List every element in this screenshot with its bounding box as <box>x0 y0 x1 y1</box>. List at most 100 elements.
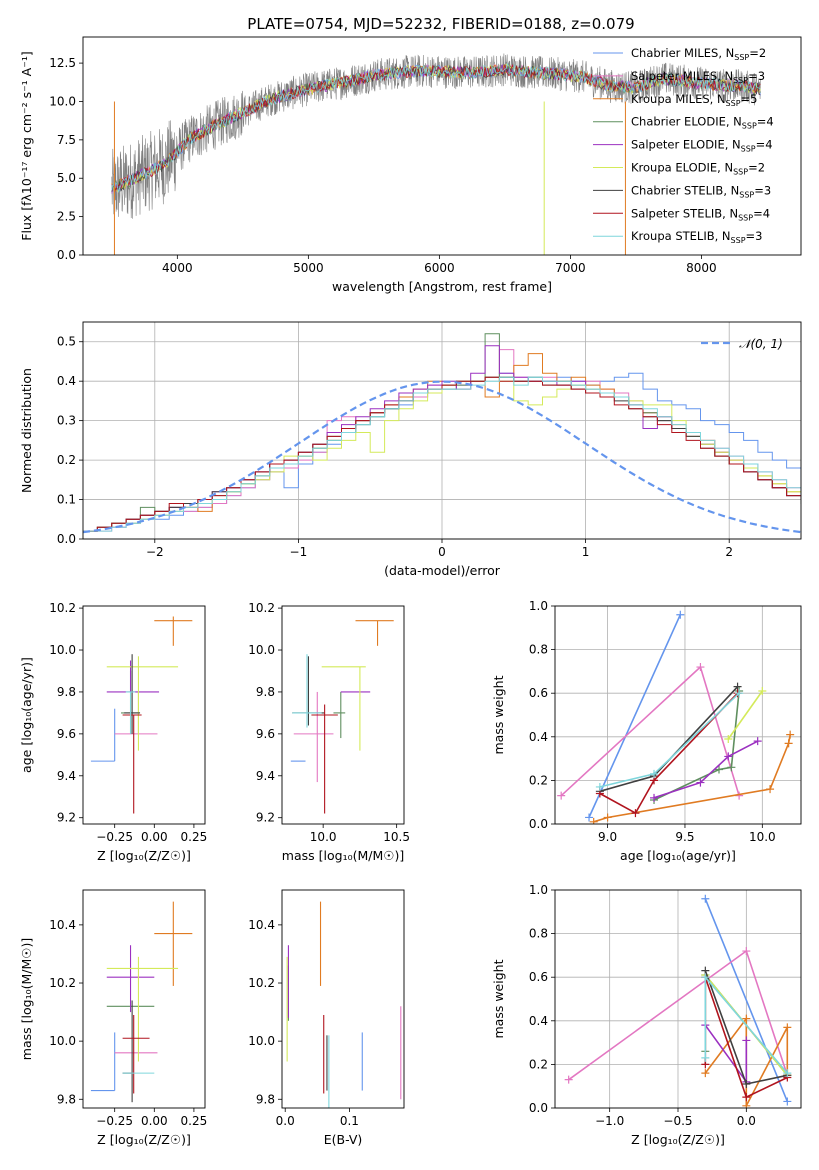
weight-marker <box>701 1069 710 1078</box>
x-axis-label: Z [log₁₀(Z/Z☉)] <box>97 1132 191 1147</box>
weight-marker <box>724 734 733 743</box>
x-axis-label: wavelength [Angstrom, rest frame] <box>332 279 552 294</box>
x-tick-label: 1 <box>582 545 590 559</box>
age-vs-metallicity-panel: −0.25 0.00 0.25 9.2 9.4 9.6 9.8 10.0 10.2 Z [log₁… <box>19 601 207 863</box>
age-vs-mass-panel: 10.0 10.5 9.2 9.4 9.6 9.8 10.0 10.2 mass [log₁₀(… <box>248 601 410 863</box>
x-tick-label: 0.1 <box>340 1114 359 1128</box>
y-tick-label: 10.0 <box>49 1034 76 1048</box>
legend-label: Kroupa MILES, NSSP=5 <box>631 92 757 108</box>
legend-label: Salpeter ELODIE, NSSP=4 <box>631 138 773 154</box>
weight-marker <box>715 765 723 774</box>
weight-marker <box>585 813 594 822</box>
y-axis-label: Normed distribution <box>19 368 34 493</box>
x-tick-label: −0.5 <box>663 1114 692 1128</box>
axes-frame <box>82 36 802 256</box>
y-tick-label: 0.8 <box>529 927 548 941</box>
x-axis-label: mass [log₁₀(M/M☉)] <box>282 848 404 863</box>
y-axis-label: mass weight <box>491 675 506 754</box>
weight-marker <box>631 809 640 818</box>
x-tick-label: 0 <box>438 545 446 559</box>
plot-area <box>557 610 795 824</box>
x-tick-label: 4000 <box>162 261 193 275</box>
weight-line <box>704 898 789 1102</box>
y-axis-label: mass weight <box>491 959 506 1038</box>
weight-marker <box>742 1014 751 1023</box>
y-tick-label: 10.2 <box>49 976 76 990</box>
x-tick-label: 0.00 <box>141 830 168 844</box>
plot-area <box>111 53 761 255</box>
weight-marker <box>701 894 710 903</box>
y-tick-label: 0.5 <box>57 335 76 349</box>
weight-marker <box>701 973 710 982</box>
weight-line <box>588 614 682 818</box>
legend-label: Chabrier MILES, NSSP=2 <box>631 46 766 62</box>
y-tick-label: 10.2 <box>248 976 275 990</box>
y-tick-label: 1.0 <box>529 883 548 897</box>
y-tick-label: 10.0 <box>248 643 275 657</box>
y-tick-label: 10.4 <box>248 918 275 932</box>
observed-spectrum-line <box>111 53 761 219</box>
weight-marker <box>696 663 705 672</box>
axes-frame <box>554 605 802 825</box>
y-tick-label: 1.0 <box>529 599 548 613</box>
x-tick-label: 10.0 <box>749 830 776 844</box>
x-tick-label: −2 <box>146 545 164 559</box>
x-tick-label: 0.00 <box>141 1114 168 1128</box>
model-spectrum-line <box>111 62 761 194</box>
axes-frame <box>554 889 802 1109</box>
x-tick-label: 7000 <box>555 261 586 275</box>
weight-marker <box>735 689 744 698</box>
legend-label: Chabrier ELODIE, NSSP=4 <box>631 115 774 131</box>
y-tick-label: 10.0 <box>49 94 76 108</box>
y-tick-label: 0.4 <box>57 374 76 388</box>
x-tick-label: 8000 <box>686 261 717 275</box>
y-axis-label: mass [log₁₀(M/M☉)] <box>19 938 34 1060</box>
weight-marker <box>696 778 705 787</box>
mass-vs-ebv-panel: 0.0 0.1 9.8 10.0 10.2 10.4 E(B-V) <box>248 889 405 1147</box>
weight-marker <box>650 769 659 778</box>
legend-label: Chabrier STELIB, NSSP=3 <box>631 183 771 199</box>
x-tick-label: −1 <box>290 545 308 559</box>
mass-vs-metallicity-panel: −0.25 0.00 0.25 9.8 10.0 10.2 10.4 Z [log₁₀(Z/Z… <box>19 889 207 1147</box>
axes-frame <box>281 889 405 1109</box>
legend-label: Salpeter MILES, NSSP=3 <box>631 69 765 85</box>
x-axis-label: Z [log₁₀(Z/Z☉)] <box>631 1132 725 1147</box>
x-tick-label: 0.25 <box>181 830 208 844</box>
plot-area <box>90 901 193 1103</box>
legend-label: Kroupa STELIB, NSSP=3 <box>631 229 762 245</box>
weight-marker <box>786 730 795 739</box>
x-tick-label: 10.5 <box>383 830 410 844</box>
y-tick-label: 0.8 <box>529 643 548 657</box>
x-tick-label: −0.25 <box>96 1114 133 1128</box>
weight-marker <box>650 793 659 802</box>
weight-vs-metallicity-panel: −1.0 −0.5 0.0 0.0 0.2 0.4 0.6 0.8 1.0 Z [log₁₀(Z/… <box>491 883 802 1147</box>
weight-marker <box>742 1093 751 1102</box>
y-tick-label: 9.8 <box>256 685 275 699</box>
x-tick-label: −0.25 <box>96 830 133 844</box>
weight-marker <box>783 1023 792 1032</box>
y-tick-label: 10.2 <box>248 601 275 615</box>
x-tick-label: 0.0 <box>276 1114 295 1128</box>
y-tick-label: 0.6 <box>529 686 548 700</box>
legend-label: Salpeter STELIB, NSSP=4 <box>631 206 770 222</box>
plot-area <box>564 894 792 1108</box>
y-tick-label: 12.5 <box>49 56 76 70</box>
x-axis-label: E(B-V) <box>324 1132 363 1147</box>
x-tick-label: 2 <box>725 545 733 559</box>
histogram-step <box>83 376 801 532</box>
weight-line <box>727 690 763 740</box>
weight-line <box>653 740 759 799</box>
y-tick-label: 9.2 <box>57 811 76 825</box>
weight-marker <box>589 817 598 824</box>
weight-marker <box>727 763 736 772</box>
x-tick-label: 0.0 <box>737 1114 756 1128</box>
y-tick-label: 9.2 <box>256 811 275 825</box>
axes-frame <box>82 605 206 825</box>
x-axis-label: age [log₁₀(age/yr)] <box>620 848 736 863</box>
y-tick-label: 9.4 <box>57 769 76 783</box>
axes-frame <box>82 321 802 540</box>
weight-marker <box>603 813 612 822</box>
residuals-panel: −2 −1 0 1 2 0.0 0.1 0.2 0.3 0.4 0.5 (data-model)/er… <box>19 321 802 578</box>
y-tick-label: 9.6 <box>256 727 275 741</box>
